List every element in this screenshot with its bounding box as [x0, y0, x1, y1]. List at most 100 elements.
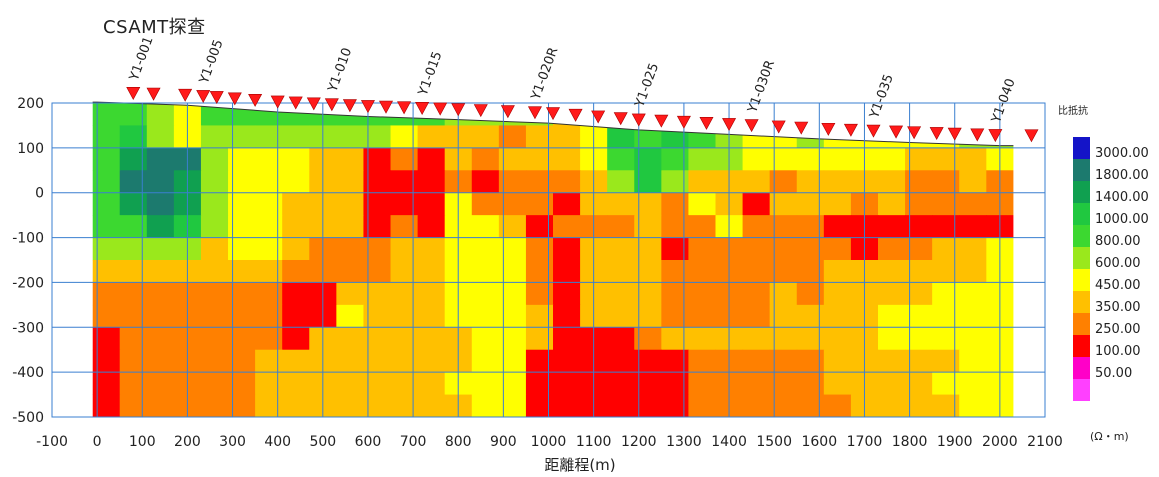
heatmap-cell: [553, 349, 581, 373]
heatmap-cell: [471, 394, 500, 418]
heatmap-cell: [336, 304, 364, 328]
station-triangle: [227, 92, 242, 106]
heatmap-cell: [823, 192, 852, 216]
heatmap-cell: [146, 394, 175, 418]
heatmap-cell: [471, 192, 500, 216]
heatmap-cell: [932, 349, 960, 373]
heatmap-cell: [471, 372, 500, 396]
heatmap-cell: [796, 260, 825, 283]
heatmap-cells: [92, 103, 1014, 418]
heatmap-cell: [146, 215, 175, 239]
x-tick-label: 1500: [756, 434, 792, 450]
heatmap-cell: [932, 147, 960, 171]
heatmap-cell: [336, 237, 364, 261]
station-triangle: [794, 121, 809, 135]
heatmap-cell: [553, 192, 581, 216]
heatmap-cell: [877, 192, 906, 216]
station-triangle: [866, 124, 881, 138]
heatmap-cell: [146, 192, 175, 216]
heatmap-cell: [607, 260, 635, 283]
heatmap-cell: [688, 327, 717, 351]
heatmap-cell: [796, 282, 825, 306]
heatmap-cell: [877, 327, 906, 351]
heatmap-cell: [796, 170, 825, 194]
heatmap-cell: [119, 282, 148, 306]
heatmap-cell: [932, 170, 960, 194]
heatmap-cell: [146, 372, 175, 396]
heatmap-cell: [92, 192, 121, 216]
heatmap-cell: [200, 170, 229, 194]
heatmap-cell: [688, 215, 717, 239]
heatmap-cell: [417, 125, 446, 149]
heatmap-cell: [390, 170, 419, 194]
heatmap-cell: [525, 260, 554, 283]
heatmap-cell: [769, 304, 798, 328]
heatmap-cell: [525, 372, 554, 396]
station-triangle: [360, 100, 375, 114]
heatmap-cell: [363, 349, 392, 373]
station-triangle: [196, 90, 211, 104]
heatmap-cell: [905, 349, 933, 373]
station-triangle: [970, 128, 985, 142]
heatmap-cell: [282, 260, 310, 283]
heatmap-cell: [607, 192, 635, 216]
legend-swatch: [1073, 203, 1090, 225]
heatmap-cell: [742, 349, 771, 373]
heatmap-cell: [688, 237, 717, 261]
heatmap-cell: [363, 327, 392, 351]
heatmap-cell: [336, 215, 364, 239]
heatmap-cell: [119, 237, 148, 261]
color-legend: 3000.00 1800.00 1400.00 1000.00 800.00 600.00…: [1073, 137, 1149, 401]
heatmap-cell: [498, 282, 527, 306]
heatmap-cell: [634, 372, 662, 396]
station-triangle: [722, 118, 737, 132]
station-triangle: [473, 104, 488, 118]
heatmap-cell: [119, 192, 148, 216]
heatmap-cell: [823, 237, 852, 261]
x-tick-label: 2000: [982, 434, 1018, 450]
legend-unit: (Ω・m): [1090, 430, 1129, 443]
heatmap-cell: [336, 327, 364, 351]
x-tick-label: 200: [174, 434, 201, 450]
heatmap-cell: [282, 282, 310, 306]
station-triangle: [209, 91, 224, 105]
heatmap-cell: [417, 394, 446, 418]
heatmap-cell: [119, 170, 148, 194]
heatmap-cell: [661, 282, 689, 306]
x-axis-label: 距離程(m): [544, 456, 615, 474]
heatmap-cell: [769, 282, 798, 306]
heatmap-cell: [905, 192, 933, 216]
heatmap-cell: [255, 237, 283, 261]
y-tick-label: -400: [12, 365, 44, 381]
heatmap-cell: [525, 125, 554, 149]
heatmap-cell: [363, 237, 392, 261]
heatmap-cell: [255, 192, 283, 216]
heatmap-cell: [255, 372, 283, 396]
heatmap-cell: [119, 215, 148, 239]
x-tick-label: 800: [445, 434, 472, 450]
heatmap-cell: [228, 372, 256, 396]
x-tick-label: 2100: [1027, 434, 1063, 450]
station-triangle: [929, 127, 944, 141]
heatmap-cell: [823, 147, 852, 171]
heatmap-cell: [200, 327, 229, 351]
heatmap-cell: [796, 327, 825, 351]
x-tick-label: 400: [264, 434, 291, 450]
heatmap-cell: [959, 147, 987, 171]
heatmap-cell: [146, 282, 175, 306]
heatmap-cell: [742, 327, 771, 351]
station-triangle: [248, 93, 263, 107]
station-triangle: [744, 119, 759, 133]
heatmap-cell: [796, 394, 825, 418]
heatmap-cell: [471, 215, 500, 239]
heatmap-cell: [959, 349, 987, 373]
heatmap-cell: [688, 147, 717, 171]
heatmap-cell: [282, 125, 310, 149]
heatmap-cell: [796, 192, 825, 216]
heatmap-cell: [959, 282, 987, 306]
heatmap-cell: [119, 260, 148, 283]
heatmap-cell: [282, 170, 310, 194]
station-triangle: [324, 98, 339, 112]
legend-level-label: 1000.00: [1095, 212, 1149, 227]
heatmap-cell: [525, 282, 554, 306]
